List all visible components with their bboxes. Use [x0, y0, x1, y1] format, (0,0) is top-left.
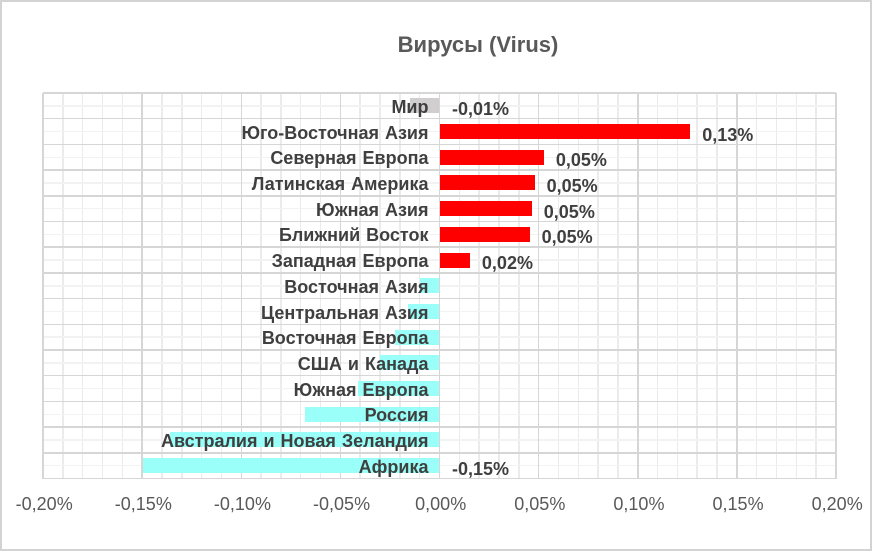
major-gridline-vertical [637, 93, 639, 479]
bar-14 [170, 432, 439, 448]
bar-11 [380, 355, 439, 371]
value-label-5: 0,05% [543, 201, 595, 222]
plot-border-vertical [42, 93, 44, 479]
major-gridline-vertical [438, 93, 441, 479]
x-tick-label-9: 0,20% [811, 494, 863, 514]
value-label-7: 0,02% [481, 253, 533, 274]
category-label-13: Россия [364, 405, 429, 426]
bar-8 [419, 278, 439, 294]
bar-10 [395, 329, 439, 345]
x-tick-label-6: 0,05% [514, 494, 566, 514]
value-label-3: 0,05% [555, 150, 607, 171]
chart-title: Вирусы (Virus) [397, 32, 559, 57]
category-label-10: Восточная Европа [261, 328, 429, 349]
category-label-11: США и Канада [297, 353, 429, 374]
category-label-2: Юго-Восточная Азия [241, 122, 429, 143]
value-label-2: 0,13% [702, 124, 754, 145]
bar-9 [408, 303, 439, 319]
major-gridline-vertical [141, 93, 143, 479]
plot-border-horizontal [43, 477, 836, 480]
bar-13 [304, 406, 439, 422]
x-tick-label-2: -0,15% [114, 494, 172, 514]
plot-border-vertical [835, 93, 837, 479]
bar-6 [440, 226, 530, 242]
bar-1 [410, 98, 439, 114]
category-label-7: Западная Европа [271, 251, 429, 272]
value-label-6: 0,05% [541, 227, 593, 248]
category-label-5: Южная Азия [316, 199, 429, 220]
value-label-4: 0,05% [546, 175, 598, 196]
bar-15 [143, 458, 439, 474]
category-label-1: Мир [391, 96, 429, 117]
bar-7 [440, 252, 471, 268]
category-label-3: Северная Европа [270, 148, 429, 169]
value-label-15: -0,15% [452, 458, 510, 479]
bar-12 [357, 381, 439, 397]
major-gridline-vertical [339, 93, 342, 479]
category-label-12: Южная Европа [293, 379, 429, 400]
category-label-4: Латинская Америка [251, 174, 429, 195]
x-tick-label-7: 0,10% [613, 494, 665, 514]
x-tick-label-3: -0,10% [213, 494, 271, 514]
x-tick-label-5: 0,00% [415, 494, 467, 514]
category-label-15: Африка [358, 456, 429, 477]
major-gridline-vertical [537, 93, 540, 479]
major-gridline-vertical [736, 93, 738, 479]
category-label-8: Восточная Азия [284, 276, 429, 297]
bar-3 [440, 149, 545, 165]
x-tick-label-1: -0,20% [15, 494, 73, 514]
value-label-1: -0,01% [452, 98, 510, 119]
major-gridline-vertical [240, 93, 242, 479]
category-label-14: Австралия и Новая Зеландия [161, 431, 429, 452]
bar-4 [440, 175, 535, 191]
bar-5 [440, 201, 533, 217]
category-label-9: Центральная Азия [261, 302, 429, 323]
x-tick-label-4: -0,05% [313, 494, 371, 514]
bar-2 [440, 124, 691, 140]
category-label-6: Ближний Восток [278, 225, 429, 246]
x-tick-label-8: 0,15% [712, 494, 764, 514]
